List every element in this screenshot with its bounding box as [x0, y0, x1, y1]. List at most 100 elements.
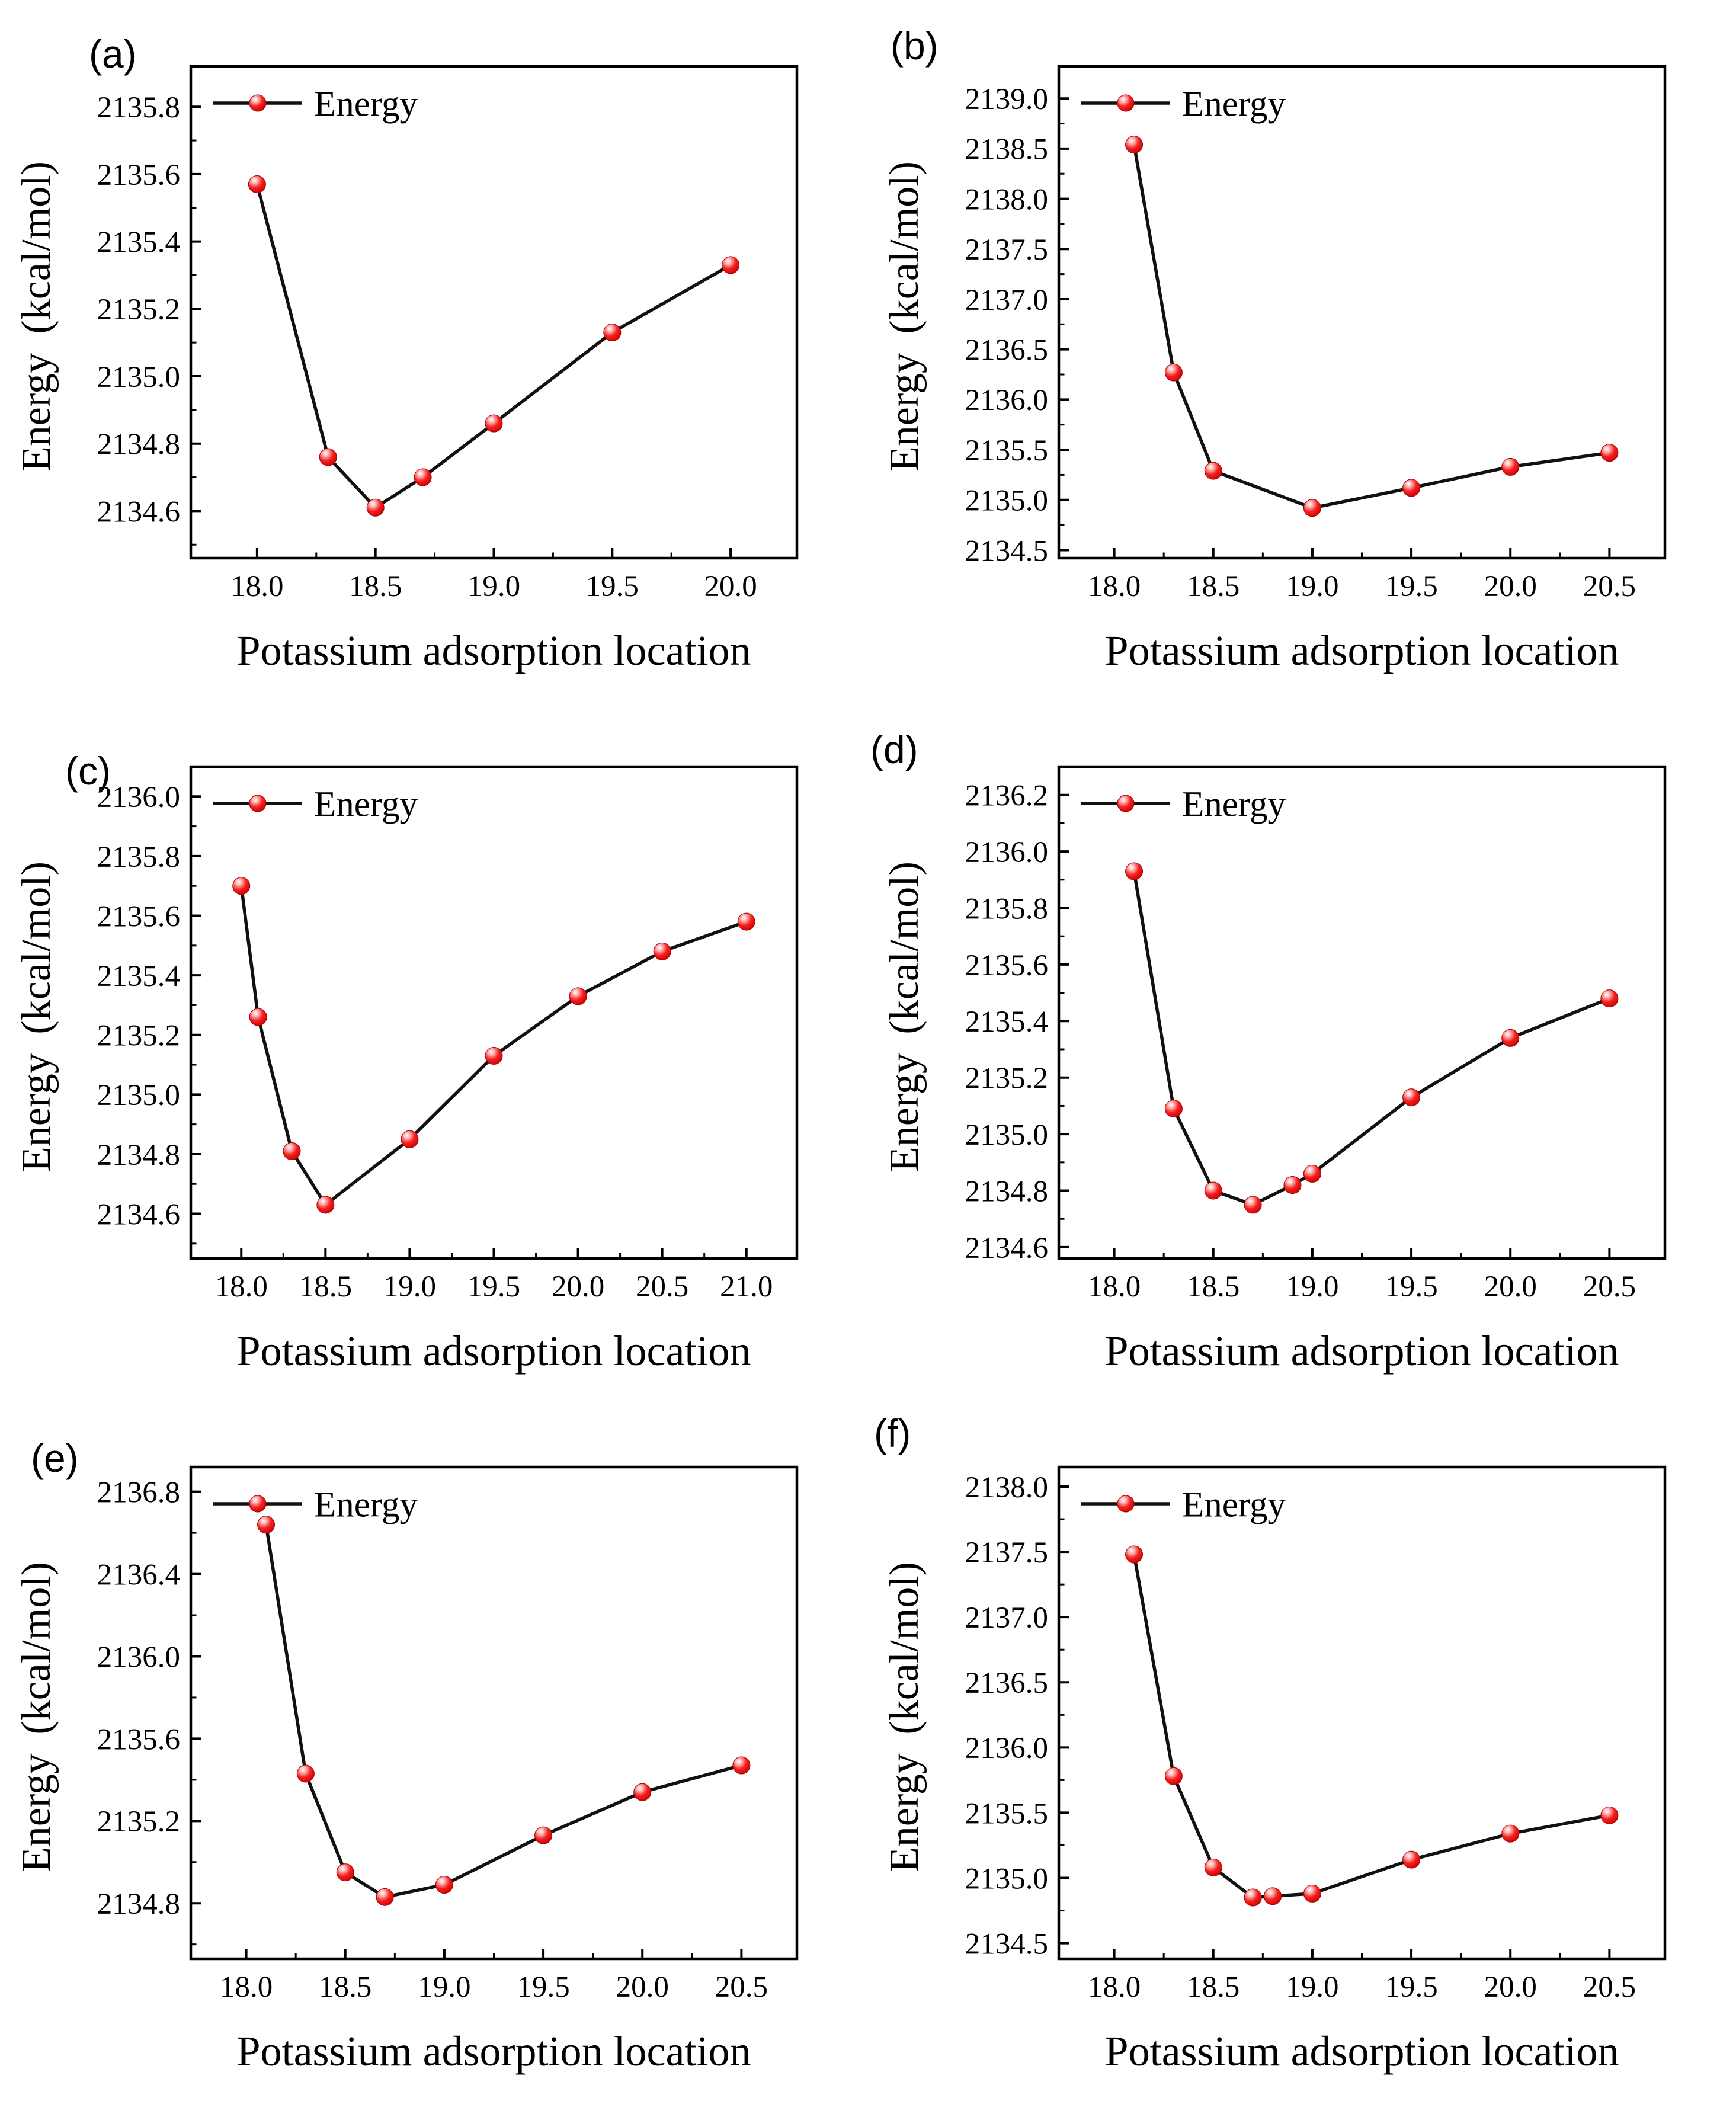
data-point-marker [232, 877, 251, 895]
y-tick-label: 2135.5 [965, 434, 1048, 467]
x-tick-label: 20.0 [704, 570, 757, 603]
data-point-marker [1402, 1088, 1421, 1107]
line-chart-a: 18.0 18.5 19.0 19.5 20.02134.62134.82135.021… [14, 65, 799, 674]
y-tick-label: 2135.6 [97, 1723, 180, 1756]
x-tick-label: 19.0 [1286, 1971, 1338, 2004]
y-tick-label: 2135.4 [97, 226, 180, 259]
x-tick-label: 20.0 [1484, 1971, 1537, 2004]
x-axis-label: Potassium adsorption location [1105, 627, 1619, 674]
x-tick-label: 19.0 [418, 1971, 470, 2004]
data-point-marker [366, 498, 385, 517]
y-tick-label: 2134.5 [965, 1927, 1048, 1961]
data-point-marker [633, 1783, 652, 1801]
legend-label: Energy [1182, 1485, 1286, 1524]
energy-line [239, 885, 747, 1207]
x-axis-label: Potassium adsorption location [237, 627, 751, 674]
y-tick-label: 2135.6 [97, 159, 180, 192]
data-point-marker [296, 1764, 315, 1783]
plot-frame [189, 65, 799, 560]
x-tick-label: 20.5 [715, 1971, 768, 2004]
x-tick-label: 18.5 [349, 570, 402, 603]
legend: Energy [213, 84, 418, 124]
x-tick-label: 18.0 [1088, 1270, 1141, 1303]
x-tick-label: 18.5 [1187, 570, 1239, 603]
y-tick-label: 2137.0 [965, 284, 1048, 317]
x-tick-label: 19.5 [1385, 1270, 1437, 1303]
data-point-marker [1244, 1196, 1262, 1214]
data-point-marker [485, 1046, 503, 1065]
y-tick-label: 2136.2 [965, 780, 1048, 813]
y-tick-label: 2135.6 [97, 900, 180, 933]
panel-label-c: (c) [65, 749, 111, 793]
data-point-marker [1204, 1181, 1222, 1200]
data-point-marker [1303, 1884, 1321, 1903]
data-point-marker [1501, 1824, 1520, 1843]
y-axis-ticks: 2134.6 2134.8 2135.0 2135.2 2135.4 2135.6 2135… [97, 91, 201, 546]
y-tick-label: 2136.8 [97, 1477, 180, 1510]
data-point-marker [1303, 499, 1321, 517]
x-axis-ticks: 18.0 18.5 19.0 19.5 20.0 20.5 [1088, 548, 1636, 603]
y-tick-label: 2134.8 [97, 1888, 180, 1921]
x-tick-label: 18.0 [215, 1270, 268, 1303]
y-tick-label: 2134.5 [965, 534, 1048, 568]
x-axis-label: Potassium adsorption location [1105, 2028, 1619, 2075]
y-tick-label: 2135.0 [97, 361, 180, 394]
y-tick-label: 2135.0 [965, 485, 1048, 518]
x-tick-label: 20.5 [636, 1270, 688, 1303]
legend-label: Energy [314, 84, 418, 124]
x-tick-label: 18.0 [1088, 1971, 1141, 2004]
y-tick-label: 2134.8 [97, 428, 180, 462]
x-tick-label: 20.0 [616, 1971, 669, 2004]
y-tick-label: 2136.5 [965, 334, 1048, 367]
y-tick-label: 2135.8 [97, 91, 180, 124]
line-chart-f: 18.0 18.5 19.0 19.5 20.0 20.5 2134.5 2135.0 2135… [882, 1465, 1667, 2075]
legend: Energy [1081, 784, 1286, 824]
x-tick-label: 18.0 [1088, 570, 1141, 603]
panel-e: (e) 18.0 18.5 19.0 19.5 20.0 20.5 2134.8 2135.2… [0, 1401, 868, 2101]
y-tick-label: 2135.5 [965, 1797, 1048, 1830]
data-points [257, 1516, 751, 1906]
y-axis-ticks: 2134.8 2135.2 2135.6 2136.0 2136.4 2136.8 [97, 1477, 201, 1946]
x-tick-label: 18.5 [1187, 1270, 1239, 1303]
data-point-marker [1501, 457, 1520, 476]
data-point-marker [1600, 444, 1619, 462]
y-tick-label: 2136.0 [965, 836, 1048, 869]
data-point-marker [485, 414, 503, 433]
data-point-marker [1204, 1858, 1222, 1876]
legend-marker-icon [249, 795, 267, 812]
data-point-marker [257, 1516, 276, 1534]
data-point-marker [1501, 1029, 1520, 1047]
x-axis-label: Potassium adsorption location [237, 2028, 751, 2075]
energy-line [1132, 144, 1610, 510]
x-tick-label: 20.0 [1484, 1270, 1537, 1303]
data-point-marker [737, 912, 755, 931]
x-tick-label: 20.0 [1484, 570, 1537, 603]
x-tick-label: 19.5 [467, 1270, 520, 1303]
data-points [1125, 136, 1619, 517]
energy-line [1132, 871, 1610, 1207]
data-point-marker [1402, 479, 1421, 497]
energy-line [264, 1524, 742, 1899]
data-point-marker [414, 468, 432, 486]
x-tick-label: 20.5 [1583, 1270, 1636, 1303]
panel-b: (b) 18.0 18.5 19.0 19.5 20.0 20.5 2134.5 2135.0… [868, 0, 1736, 700]
data-points [1125, 1545, 1619, 1907]
panel-c: (c) 18.0 18.5 19.0 19.5 20.0 20.5 21.0 2134.6 21… [0, 700, 868, 1401]
y-tick-label: 2138.0 [965, 183, 1048, 216]
data-point-marker [1600, 989, 1619, 1008]
y-tick-label: 2135.0 [965, 1862, 1048, 1895]
data-points [232, 877, 755, 1214]
data-point-marker [603, 324, 622, 342]
data-point-marker [283, 1142, 301, 1160]
y-tick-label: 2135.2 [965, 1062, 1048, 1096]
x-axis-ticks: 18.0 18.5 19.0 19.5 20.0 [230, 548, 757, 603]
energy-line [1132, 1554, 1610, 1900]
y-tick-label: 2136.0 [965, 1732, 1048, 1765]
x-tick-label: 19.5 [1385, 1971, 1437, 2004]
data-point-marker [1125, 136, 1144, 154]
data-point-marker [401, 1130, 419, 1148]
data-point-marker [249, 1008, 267, 1026]
data-point-marker [722, 256, 740, 274]
data-point-marker [653, 942, 671, 960]
